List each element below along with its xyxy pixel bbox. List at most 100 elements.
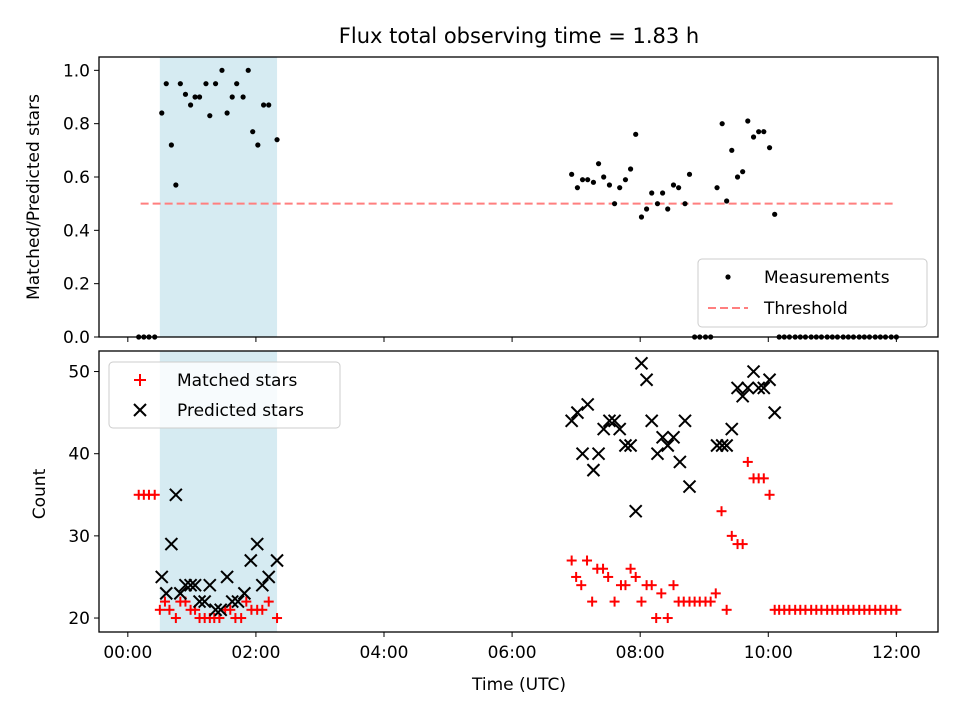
measurement-point — [740, 169, 746, 175]
predicted-star-point — [655, 430, 670, 444]
bottom-x-tick-label: 00:00 — [103, 643, 152, 663]
threshold-legend-label: Threshold — [763, 299, 848, 319]
measurement-point — [617, 185, 623, 191]
predicted-star-point — [719, 438, 734, 453]
matched-star-point — [656, 588, 667, 599]
top-y-tick-label: 1.0 — [63, 61, 90, 81]
matched-star-point — [571, 571, 582, 582]
measurement-point — [633, 131, 639, 137]
predicted-star-point — [618, 438, 633, 453]
predicted-star-point — [735, 389, 750, 403]
predicted-star-point — [197, 594, 212, 609]
measurement-point — [260, 102, 267, 108]
measurement-point — [750, 134, 757, 140]
predicted-star-point — [746, 364, 761, 379]
predicted-star-point — [237, 586, 252, 601]
predicted-star-point — [213, 603, 228, 617]
bottom-x-tick-label: 10:00 — [744, 643, 793, 663]
predicted-star-point — [188, 578, 202, 592]
measurement-point — [761, 129, 767, 135]
predicted-star-point — [607, 414, 622, 428]
matched-star-point — [620, 580, 631, 591]
measurement-point — [665, 206, 671, 212]
predicted-star-point — [225, 594, 239, 609]
measurement-point — [255, 142, 261, 148]
x-axis-label: Time (UTC) — [471, 675, 566, 695]
measurement-point — [168, 142, 174, 148]
bottom-x-tick-label: 06:00 — [488, 643, 537, 663]
predicted-star-point — [575, 446, 590, 461]
measurement-point — [234, 81, 240, 87]
matched-star-point — [705, 596, 716, 607]
predicted-star-point — [591, 446, 606, 461]
predicted-star-point — [244, 553, 258, 568]
predicted-star-point — [623, 438, 638, 453]
top-y-tick-label: 0.0 — [63, 328, 90, 348]
predicted-star-point — [178, 578, 193, 592]
matched-star-point — [587, 596, 598, 607]
predicted-star-point — [757, 381, 771, 395]
predicted-star-point — [203, 578, 217, 592]
measurement-points — [136, 67, 899, 340]
top-y-ticks: 0.0 0.2 0.4 0.6 0.8 1.0 — [63, 61, 99, 348]
matched-star-point — [668, 580, 679, 591]
matched-star-point — [609, 596, 620, 607]
predicted-star-point — [155, 570, 169, 584]
predicted-star-point — [650, 446, 665, 461]
bottom-y-ticks: 20 30 40 50 — [68, 363, 99, 629]
top-axes-frame — [98, 56, 939, 338]
matched-star-point — [225, 604, 236, 615]
predicted-star-point — [628, 504, 643, 518]
count-points — [133, 356, 902, 624]
predicted-star-point — [231, 594, 245, 609]
predicted-star-point — [612, 422, 627, 436]
measurement-point — [756, 129, 762, 135]
predicted-star-point — [183, 578, 198, 592]
matched-star-point — [582, 555, 593, 566]
measurement-point — [585, 177, 591, 183]
measurement-point — [606, 182, 613, 188]
bottom-x-tick-label: 08:00 — [616, 643, 665, 663]
measurements-legend-marker — [725, 274, 731, 280]
matched-star-point — [662, 613, 673, 624]
predicted-star-point — [602, 414, 617, 428]
matched-star-point — [646, 580, 657, 591]
matched-star-point — [236, 613, 247, 624]
measurement-point — [745, 118, 751, 124]
ratio-panel: 0.0 0.2 0.4 0.6 0.8 1.0 Matched/Predicted sta… — [24, 56, 939, 348]
measurement-point — [649, 190, 655, 196]
matched-legend-marker — [134, 374, 146, 386]
matched-star-point — [710, 588, 721, 599]
top-y-tick-label: 0.4 — [63, 221, 90, 241]
top-y-axis-label: Matched/Predicted stars — [24, 94, 44, 300]
predicted-star-point — [715, 438, 729, 453]
bottom-x-tick-label: 04:00 — [360, 643, 409, 663]
matched-star-point — [149, 489, 160, 500]
predicted-star-point — [767, 405, 782, 420]
predicted-star-point — [751, 381, 766, 395]
measurement-point — [163, 81, 169, 87]
matched-star-point — [566, 555, 577, 566]
measurement-point — [212, 81, 219, 87]
predicted-star-point — [169, 488, 183, 502]
bottom-x-tick-label: 12:00 — [872, 643, 921, 663]
predicted-star-point — [661, 438, 675, 453]
measurement-point — [719, 121, 725, 127]
measurement-point — [187, 102, 194, 108]
bottom-legend-box — [108, 361, 341, 429]
measurement-point — [622, 177, 629, 183]
top-x-ticks — [127, 337, 897, 342]
top-y-tick-label: 0.2 — [63, 275, 90, 295]
predicted-star-point — [159, 586, 173, 601]
predicted-legend-marker — [133, 403, 147, 417]
measurement-point — [182, 91, 189, 97]
matched-star-point — [891, 604, 902, 615]
bottom-x-tick-label: 02:00 — [231, 643, 280, 663]
measurement-point — [729, 147, 735, 153]
matched-star-point — [742, 456, 753, 467]
predicted-star-point — [678, 414, 692, 428]
matched-star-point — [263, 596, 274, 607]
measurements-legend-label: Measurements — [764, 268, 890, 288]
matched-star-point — [159, 596, 170, 607]
